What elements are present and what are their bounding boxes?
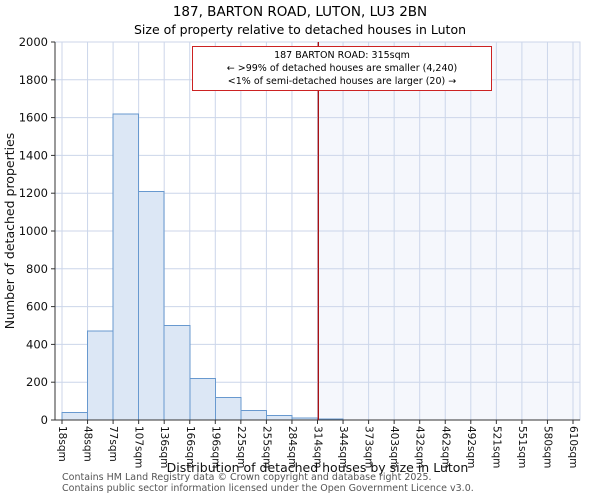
- x-tick-label: 136sqm: [158, 426, 170, 468]
- y-tick-label: 1600: [19, 111, 48, 125]
- x-tick-label: 551sqm: [516, 426, 528, 468]
- annotation-smaller-line: ← >99% of detached houses are smaller (4…: [226, 63, 458, 74]
- histogram-bar: [163, 325, 191, 421]
- histogram-bar: [240, 410, 267, 421]
- y-tick-label: 0: [41, 413, 48, 427]
- y-tick-label: 600: [26, 300, 48, 314]
- annotation-larger-line: <1% of semi-detached houses are larger (…: [227, 76, 457, 87]
- x-tick-label: 107sqm: [133, 426, 145, 468]
- histogram-bar: [265, 414, 293, 421]
- footer: Contains HM Land Registry data © Crown c…: [62, 472, 592, 494]
- footer-licence-line: Contains public sector information licen…: [62, 483, 474, 494]
- x-tick-label: 403sqm: [388, 426, 400, 468]
- y-tick-label: 1000: [19, 224, 48, 238]
- chart-subtitle: Size of property relative to detached ho…: [133, 22, 467, 37]
- histogram-bar: [87, 330, 114, 421]
- y-tick-label: 2000: [19, 35, 48, 49]
- y-axis-label: Number of detached properties: [2, 133, 17, 330]
- annotation-property-line: 187 BARTON ROAD: 315sqm: [274, 50, 410, 61]
- histogram-bar: [61, 411, 89, 421]
- y-tick-label: 1400: [19, 148, 48, 162]
- x-axis-label: Distribution of detached houses by size …: [167, 460, 469, 475]
- x-tick-label: 521sqm: [490, 426, 502, 468]
- y-tick-label: 800: [26, 262, 48, 276]
- x-tick-label: 373sqm: [363, 426, 375, 468]
- annotation-box: 187 BARTON ROAD: 315sqm ← >99% of detach…: [192, 46, 492, 91]
- x-tick-label: 462sqm: [439, 426, 451, 468]
- x-tick-label: 166sqm: [184, 426, 196, 468]
- x-tick-label: 18sqm: [56, 426, 68, 462]
- chart-title: 187, BARTON ROAD, LUTON, LU3 2BN: [172, 4, 428, 20]
- x-tick-label: 48sqm: [82, 426, 94, 462]
- y-tick-label: 1800: [19, 73, 48, 87]
- x-tick-label: 284sqm: [286, 426, 298, 468]
- x-tick-label: 580sqm: [541, 426, 553, 468]
- x-tick-label: 432sqm: [414, 426, 426, 468]
- x-tick-label: 610sqm: [567, 426, 579, 468]
- y-tick-label: 1200: [19, 186, 48, 200]
- footer-copyright-line: Contains HM Land Registry data © Crown c…: [62, 472, 432, 483]
- x-tick-label: 196sqm: [209, 426, 221, 468]
- histogram-bar: [112, 113, 140, 421]
- x-tick-label: 77sqm: [107, 426, 119, 462]
- x-tick-label: 314sqm: [312, 426, 324, 468]
- histogram-bar: [214, 396, 242, 421]
- histogram-bar: [189, 377, 216, 421]
- histogram-bar: [138, 190, 165, 421]
- x-tick-label: 225sqm: [235, 426, 247, 468]
- y-tick-label: 400: [26, 337, 48, 351]
- y-tick-label: 200: [26, 375, 48, 389]
- x-tick-label: 344sqm: [337, 426, 349, 468]
- x-tick-label: 492sqm: [465, 426, 477, 468]
- x-tick-label: 255sqm: [260, 426, 272, 468]
